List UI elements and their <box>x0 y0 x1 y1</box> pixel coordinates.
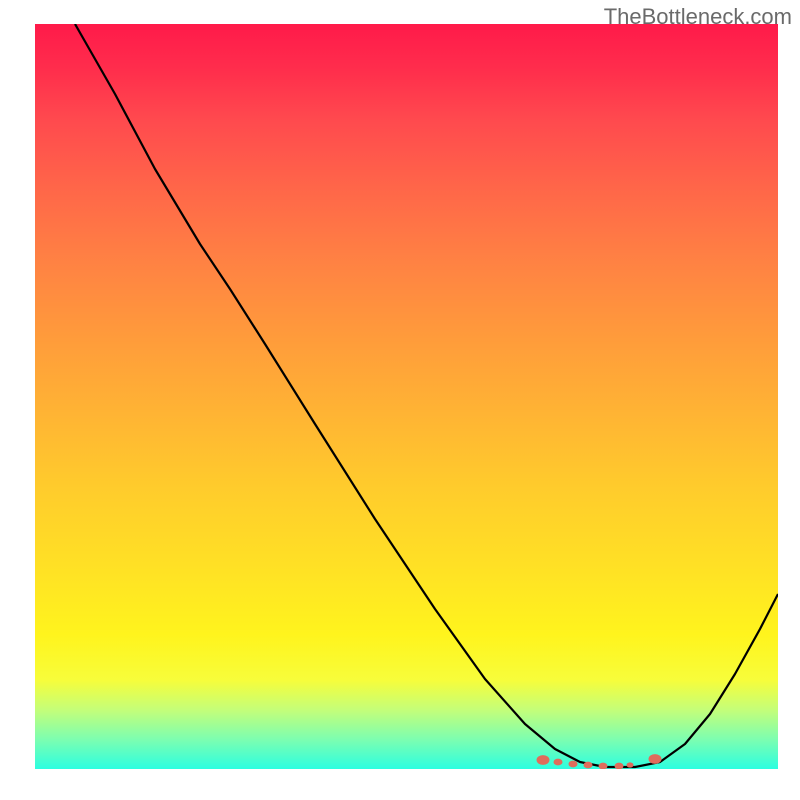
marker-group <box>537 754 662 769</box>
data-marker <box>569 761 578 768</box>
data-marker <box>537 755 550 765</box>
data-marker <box>615 763 624 769</box>
data-marker <box>584 762 593 769</box>
data-marker <box>554 759 563 766</box>
curve-svg <box>35 24 778 769</box>
data-marker <box>649 754 662 764</box>
data-marker <box>599 763 608 769</box>
plot-area <box>35 24 778 769</box>
chart-container: { "watermark": { "text": "TheBottleneck.… <box>0 0 800 800</box>
data-marker <box>627 762 634 767</box>
bottleneck-curve <box>75 24 778 767</box>
watermark-text: TheBottleneck.com <box>604 4 792 30</box>
